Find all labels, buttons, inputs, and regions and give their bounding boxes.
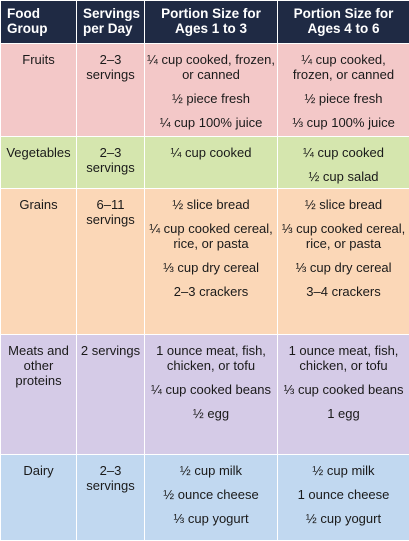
- portion-item: ¼ cup 100% juice: [147, 115, 275, 130]
- portion-item: 1 ounce meat, fish, chicken, or tofu: [147, 343, 275, 373]
- portion-ages-1-3-cell: ½ cup milk ½ ounce cheese ⅓ cup yogurt: [145, 455, 278, 541]
- portion-item: ½ slice bread: [280, 197, 407, 212]
- food-group-cell: Vegetables: [1, 137, 77, 189]
- table-row-fruits: Fruits 2–3 servings ¼ cup cooked, frozen…: [1, 44, 409, 137]
- portion-ages-4-6-cell: ¼ cup cooked ½ cup salad: [278, 137, 409, 189]
- servings-cell: 2 servings: [77, 335, 145, 455]
- portion-item: 1 egg: [280, 406, 407, 421]
- portion-item: ⅓ cup dry cereal: [147, 260, 275, 275]
- portion-ages-1-3-cell: ¼ cup cooked: [145, 137, 278, 189]
- portion-item: ⅓ cup dry cereal: [280, 260, 407, 275]
- portion-ages-1-3-cell: ¼ cup cooked, frozen, or canned ½ piece …: [145, 44, 278, 137]
- portion-ages-1-3-cell: 1 ounce meat, fish, chicken, or tofu ¼ c…: [145, 335, 278, 455]
- portion-item: ½ piece fresh: [280, 91, 407, 106]
- portion-item: 2–3 crackers: [147, 284, 275, 299]
- food-group-cell: Fruits: [1, 44, 77, 137]
- table-row-grains: Grains 6–11 servings ½ slice bread ¼ cup…: [1, 189, 409, 335]
- portion-item: ⅓ cup yogurt: [147, 511, 275, 526]
- portion-ages-4-6-cell: ½ cup milk 1 ounce cheese ½ cup yogurt: [278, 455, 409, 541]
- header-row: Food Group Servings per Day Portion Size…: [1, 1, 409, 44]
- portion-item: ½ piece fresh: [147, 91, 275, 106]
- food-group-cell: Grains: [1, 189, 77, 335]
- portion-item: ⅓ cup 100% juice: [280, 115, 407, 130]
- header-food-group: Food Group: [1, 1, 77, 44]
- servings-cell: 2–3 servings: [77, 44, 145, 137]
- portion-ages-4-6-cell: ¼ cup cooked, frozen, or canned ½ piece …: [278, 44, 409, 137]
- table-row-vegetables: Vegetables 2–3 servings ¼ cup cooked ¼ c…: [1, 137, 409, 189]
- food-group-cell: Dairy: [1, 455, 77, 541]
- portion-item: ½ cup milk: [147, 463, 275, 478]
- portion-ages-1-3-cell: ½ slice bread ¼ cup cooked cereal, rice,…: [145, 189, 278, 335]
- header-ages-1-3: Portion Size for Ages 1 to 3: [145, 1, 278, 44]
- portion-item: ¼ cup cooked, frozen, or canned: [280, 52, 407, 82]
- food-group-cell: Meats and other proteins: [1, 335, 77, 455]
- servings-cell: 6–11 servings: [77, 189, 145, 335]
- servings-cell: 2–3 servings: [77, 455, 145, 541]
- table-row-dairy: Dairy 2–3 servings ½ cup milk ½ ounce ch…: [1, 455, 409, 541]
- portion-ages-4-6-cell: ½ slice bread ⅓ cup cooked cereal, rice,…: [278, 189, 409, 335]
- portion-item: ¼ cup cooked: [147, 145, 275, 160]
- portion-item: ¼ cup cooked: [280, 145, 407, 160]
- portion-item: 3–4 crackers: [280, 284, 407, 299]
- portion-item: ½ slice bread: [147, 197, 275, 212]
- portion-item: ⅓ cup cooked cereal, rice, or pasta: [280, 221, 407, 251]
- portion-item: ¼ cup cooked beans: [147, 382, 275, 397]
- portion-item: ½ cup milk: [280, 463, 407, 478]
- portion-ages-4-6-cell: 1 ounce meat, fish, chicken, or tofu ⅓ c…: [278, 335, 409, 455]
- header-ages-4-6: Portion Size for Ages 4 to 6: [278, 1, 409, 44]
- portion-item: ½ cup yogurt: [280, 511, 407, 526]
- portion-item: 1 ounce meat, fish, chicken, or tofu: [280, 343, 407, 373]
- portion-item: ¼ cup cooked cereal, rice, or pasta: [147, 221, 275, 251]
- portion-item: ¼ cup cooked, frozen, or canned: [147, 52, 275, 82]
- table-row-meats: Meats and other proteins 2 servings 1 ou…: [1, 335, 409, 455]
- portion-item: ½ egg: [147, 406, 275, 421]
- portion-item: ½ cup salad: [280, 169, 407, 184]
- portion-item: ⅓ cup cooked beans: [280, 382, 407, 397]
- servings-cell: 2–3 servings: [77, 137, 145, 189]
- header-servings: Servings per Day: [77, 1, 145, 44]
